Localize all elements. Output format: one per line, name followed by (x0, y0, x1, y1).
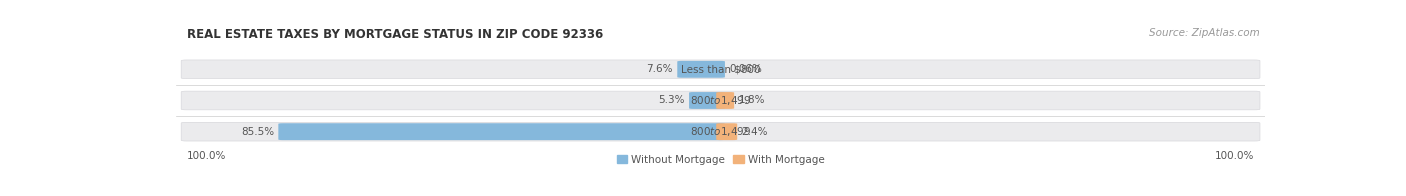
FancyBboxPatch shape (181, 60, 1260, 79)
FancyBboxPatch shape (716, 92, 734, 109)
Text: Less than $800: Less than $800 (681, 64, 761, 74)
Legend: Without Mortgage, With Mortgage: Without Mortgage, With Mortgage (613, 151, 828, 169)
Text: $800 to $1,499: $800 to $1,499 (690, 94, 751, 107)
Text: 100.0%: 100.0% (187, 151, 226, 161)
FancyBboxPatch shape (181, 91, 1260, 110)
Text: 7.6%: 7.6% (647, 64, 673, 74)
Text: 0.06%: 0.06% (730, 64, 762, 74)
FancyBboxPatch shape (278, 123, 725, 140)
FancyBboxPatch shape (678, 61, 725, 78)
Text: 100.0%: 100.0% (1215, 151, 1254, 161)
Text: 1.8%: 1.8% (738, 95, 765, 105)
FancyBboxPatch shape (181, 122, 1260, 141)
Text: 5.3%: 5.3% (658, 95, 685, 105)
FancyBboxPatch shape (689, 92, 725, 109)
Text: 2.4%: 2.4% (741, 127, 768, 137)
Text: $800 to $1,499: $800 to $1,499 (690, 125, 751, 138)
Text: REAL ESTATE TAXES BY MORTGAGE STATUS IN ZIP CODE 92336: REAL ESTATE TAXES BY MORTGAGE STATUS IN … (187, 28, 603, 41)
Text: Source: ZipAtlas.com: Source: ZipAtlas.com (1149, 28, 1260, 38)
Text: 85.5%: 85.5% (240, 127, 274, 137)
FancyBboxPatch shape (716, 123, 737, 140)
